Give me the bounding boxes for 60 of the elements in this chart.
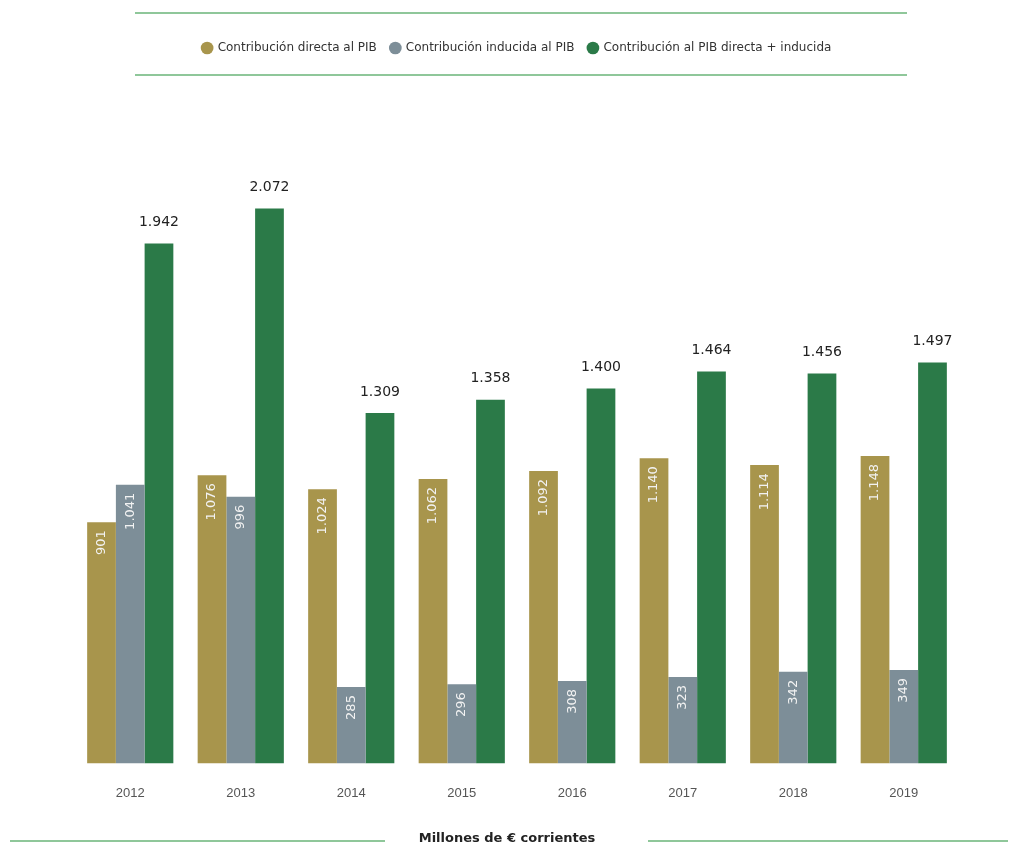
- x-tick-label: 2014: [336, 784, 366, 800]
- data-label: 349: [895, 677, 911, 703]
- bar: [115, 484, 145, 764]
- data-label: 1.309: [359, 382, 401, 399]
- data-label: 1.092: [534, 479, 550, 517]
- bar: [778, 671, 808, 764]
- x-axis-title: Millones de € corrientes: [417, 830, 597, 845]
- bar: [807, 373, 837, 764]
- data-label: 1.464: [691, 341, 732, 358]
- x-tick-label: 2013: [226, 784, 256, 800]
- bar: [144, 243, 174, 764]
- bar: [860, 456, 890, 764]
- data-label: 1.041: [121, 492, 137, 530]
- bar: [750, 465, 779, 764]
- x-tick-label: 2015: [447, 784, 477, 800]
- data-label: 308: [563, 688, 579, 714]
- bar: [447, 684, 477, 764]
- bar: [336, 687, 366, 764]
- data-label: 1.140: [645, 466, 661, 504]
- bar: [308, 489, 337, 764]
- data-label: 996: [232, 504, 248, 530]
- bar: [586, 388, 616, 764]
- x-tick-label: 2017: [668, 784, 698, 800]
- data-label: 901: [92, 530, 108, 555]
- bar: [476, 399, 505, 764]
- data-label: 1.148: [866, 464, 882, 502]
- data-label: 1.497: [912, 332, 953, 349]
- bar: [418, 479, 448, 764]
- data-label: 2.072: [249, 178, 290, 195]
- bar: [697, 371, 726, 764]
- data-label: 342: [784, 679, 800, 705]
- data-label: 1.400: [580, 358, 622, 375]
- legend-label: Contribución al PIB directa + inducida: [603, 40, 832, 55]
- bar: [668, 676, 698, 764]
- data-label: 1.062: [424, 487, 440, 525]
- bar: [639, 458, 669, 764]
- data-label: 1.076: [203, 483, 219, 521]
- bar: [197, 475, 227, 764]
- bar: [87, 522, 116, 764]
- bar: [529, 471, 558, 764]
- bar: [918, 362, 947, 764]
- bar: [889, 669, 919, 764]
- data-label: 1.114: [755, 473, 771, 511]
- legend-label: Contribución inducida al PIB: [405, 40, 575, 55]
- data-label: 1.942: [138, 213, 180, 230]
- x-tick-label: 2018: [778, 784, 808, 800]
- legend-label: Contribución directa al PIB: [217, 40, 377, 55]
- x-tick-label: 2016: [557, 784, 587, 800]
- bar: [226, 496, 256, 764]
- x-tick-label: 2019: [889, 784, 919, 800]
- bar: [557, 680, 587, 764]
- data-label: 285: [342, 695, 358, 720]
- data-label: 1.456: [801, 343, 843, 360]
- data-label: 323: [674, 684, 690, 710]
- bar: [365, 412, 395, 764]
- data-label: 1.024: [313, 497, 329, 535]
- bar: [255, 208, 284, 764]
- data-label: 1.358: [470, 369, 511, 386]
- x-tick-label: 2012: [115, 784, 145, 800]
- data-label: 296: [453, 692, 469, 717]
